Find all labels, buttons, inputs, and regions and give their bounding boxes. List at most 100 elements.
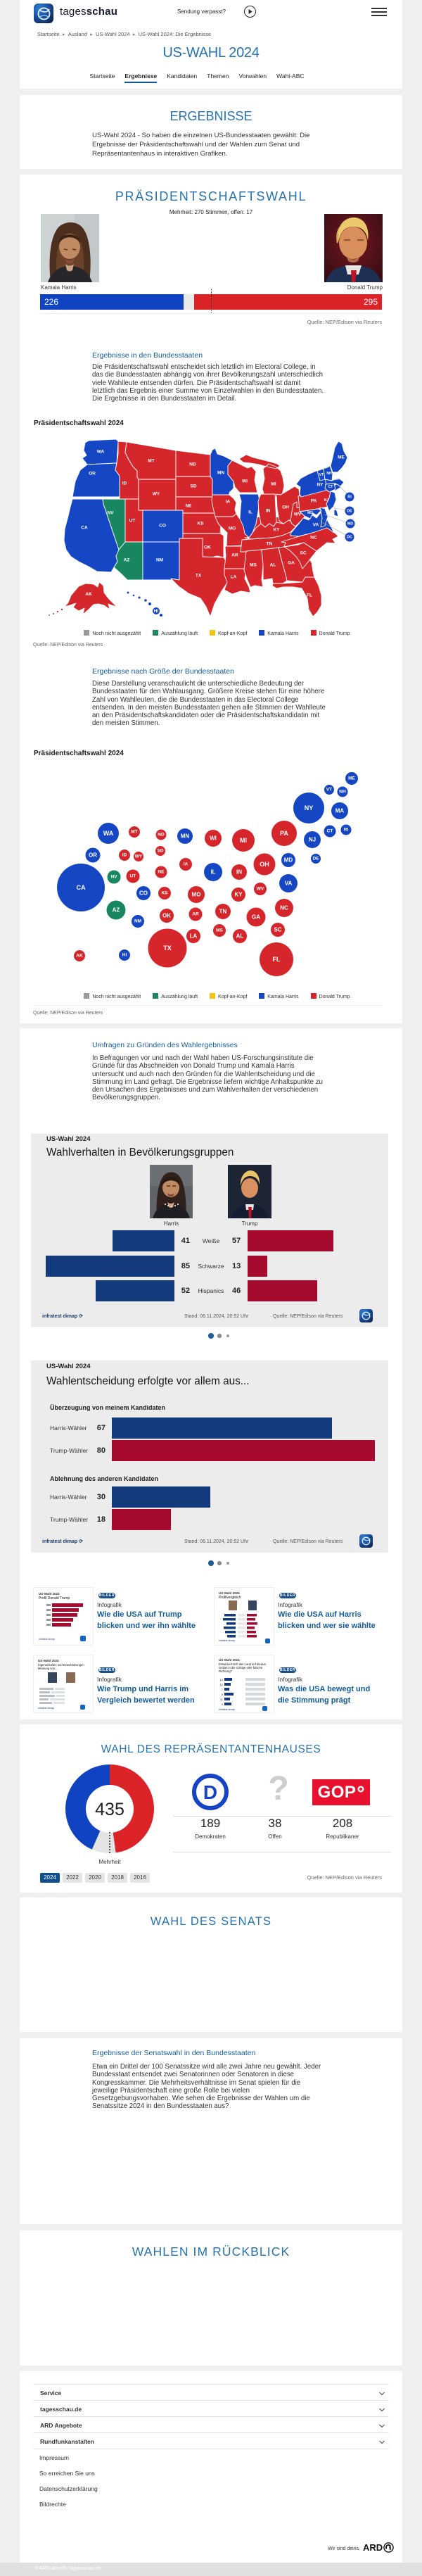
svg-text:OH: OH (282, 505, 289, 510)
svg-text:Gebiet in die richtige oder fa: Gebiet in die richtige oder falsche (219, 1666, 263, 1669)
svg-text:GA: GA (252, 914, 260, 921)
svg-text:WV: WV (257, 887, 264, 892)
svg-text:NM: NM (134, 919, 141, 924)
svg-text:US-Wahl 2024: US-Wahl 2024 (39, 1592, 60, 1596)
svg-text:KY: KY (273, 528, 280, 533)
svg-text:NE: NE (185, 504, 192, 509)
svg-text:NH: NH (339, 790, 346, 795)
svg-text:PA: PA (280, 830, 288, 837)
svg-text:LA: LA (190, 933, 198, 940)
svg-text:infratest dimap: infratest dimap (219, 1708, 235, 1711)
svg-text:MI: MI (240, 837, 247, 844)
svg-text:12: 12 (220, 1683, 224, 1686)
svg-text:14: 14 (220, 1678, 224, 1681)
svg-text:NJ: NJ (324, 498, 329, 503)
svg-text:VA: VA (313, 523, 319, 528)
svg-text:NH: NH (326, 472, 332, 476)
svg-text:WI: WI (210, 835, 217, 842)
svg-text:ID: ID (122, 481, 127, 486)
svg-text:MD: MD (284, 857, 293, 864)
svg-text:MI: MI (271, 482, 276, 487)
svg-text:NY: NY (305, 804, 314, 812)
svg-text:NV: NV (107, 511, 114, 516)
svg-text:Entwickelt sich das Land auf d: Entwickelt sich das Land auf diesem (219, 1662, 267, 1666)
svg-text:OK: OK (204, 545, 211, 550)
svg-text:WY: WY (153, 492, 160, 497)
svg-text:NC: NC (310, 536, 317, 541)
svg-text:SC: SC (300, 551, 306, 556)
svg-text:KS: KS (197, 522, 204, 526)
svg-text:RI: RI (344, 828, 349, 833)
svg-text:KY: KY (234, 892, 243, 898)
svg-text:infratest dimap: infratest dimap (39, 1638, 55, 1641)
svg-text:AZ: AZ (113, 907, 120, 914)
svg-text:infratest dimap: infratest dimap (219, 1639, 235, 1642)
svg-text:CT: CT (327, 829, 333, 834)
svg-text:US-Wahl 2024: US-Wahl 2024 (219, 1658, 240, 1662)
svg-text:NE: NE (158, 870, 165, 875)
svg-text:OK: OK (162, 913, 171, 919)
svg-text:US-Wahl 2024: US-Wahl 2024 (38, 1659, 59, 1662)
svg-text:11: 11 (220, 1698, 224, 1701)
svg-text:TN: TN (267, 542, 273, 547)
svg-text:8: 8 (222, 1693, 224, 1696)
svg-text:D: D (203, 1781, 217, 1803)
svg-text:US-Wahl 2024: US-Wahl 2024 (219, 1591, 240, 1595)
svg-text:Profilvergleich: Profilvergleich (219, 1596, 241, 1600)
svg-text:AK: AK (76, 954, 83, 959)
svg-text:9: 9 (222, 1703, 224, 1706)
svg-text:IN: IN (266, 509, 271, 514)
svg-text:WI: WI (242, 479, 248, 484)
svg-text:CO: CO (139, 890, 148, 897)
svg-text:OR: OR (89, 852, 97, 859)
svg-text:CA: CA (81, 526, 88, 531)
svg-text:CA: CA (77, 884, 86, 891)
svg-text:IN: IN (236, 869, 242, 876)
svg-text:TN: TN (219, 909, 227, 915)
svg-text:MD: MD (307, 511, 313, 515)
svg-text:LA: LA (231, 575, 237, 580)
svg-text:DE: DE (347, 510, 352, 514)
svg-text:FL: FL (273, 956, 281, 963)
svg-text:ME: ME (338, 455, 345, 460)
svg-text:WA: WA (97, 450, 105, 455)
svg-text:CO: CO (159, 524, 166, 529)
svg-text:MT: MT (148, 459, 154, 464)
svg-text:Richtung?: Richtung? (219, 1669, 233, 1673)
svg-text:AR: AR (192, 912, 199, 917)
svg-text:NC: NC (280, 905, 288, 911)
svg-text:SD: SD (190, 484, 196, 489)
svg-text:VT: VT (319, 473, 324, 477)
svg-text:MA: MA (335, 808, 345, 814)
svg-text:TX: TX (163, 945, 172, 952)
svg-text:KS: KS (161, 891, 168, 896)
svg-text:SC: SC (274, 927, 281, 933)
svg-text:AL: AL (270, 563, 276, 568)
svg-text:AK: AK (85, 592, 92, 597)
svg-text:ME: ME (348, 776, 355, 781)
svg-text:CT: CT (328, 485, 333, 489)
svg-text:TX: TX (196, 574, 202, 579)
svg-text:infratest dimap: infratest dimap (38, 1707, 54, 1710)
svg-text:7: 7 (222, 1688, 224, 1691)
svg-text:PA: PA (311, 499, 317, 504)
svg-text:MA: MA (333, 477, 339, 481)
svg-text:NJ: NJ (309, 837, 316, 843)
svg-text:NY: NY (316, 483, 324, 488)
svg-text:DE: DE (312, 857, 319, 861)
svg-text:MO: MO (229, 526, 236, 531)
svg-text:AR: AR (231, 553, 238, 558)
svg-text:NM: NM (156, 558, 163, 563)
svg-text:Meinung von...: Meinung von... (38, 1667, 57, 1670)
svg-text:MT: MT (131, 830, 137, 835)
svg-text:MO: MO (192, 892, 201, 898)
svg-text:MS: MS (250, 563, 257, 568)
svg-text:MS: MS (216, 928, 223, 933)
svg-text:MN: MN (217, 471, 224, 476)
svg-text:WA: WA (103, 830, 114, 837)
svg-text:GA: GA (288, 561, 295, 566)
svg-text:WY: WY (135, 854, 143, 859)
svg-text:DC: DC (347, 536, 352, 540)
svg-text:ND: ND (158, 833, 165, 838)
svg-text:Profil Donald Trump: Profil Donald Trump (39, 1596, 70, 1600)
